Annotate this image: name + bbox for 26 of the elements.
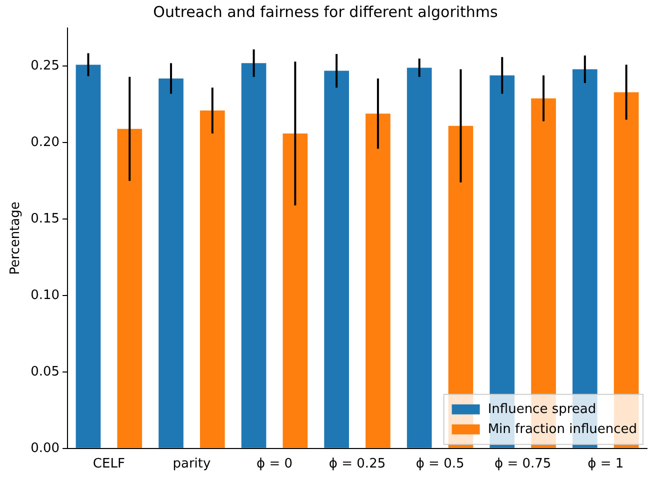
bar bbox=[241, 63, 266, 448]
x-tick-label: ϕ = 0.25 bbox=[328, 456, 386, 472]
x-tick-label: parity bbox=[172, 456, 211, 472]
bar bbox=[158, 78, 184, 448]
y-tick-label: 0.05 bbox=[30, 364, 60, 380]
y-tick-label: 0.10 bbox=[30, 288, 60, 303]
bar bbox=[324, 70, 349, 448]
bar bbox=[282, 133, 308, 448]
legend-label: Influence spread bbox=[488, 402, 596, 417]
y-tick-label: 0.00 bbox=[30, 440, 60, 456]
y-axis-title: Percentage bbox=[8, 202, 24, 275]
y-tick-label: 0.25 bbox=[30, 58, 60, 74]
bar bbox=[76, 64, 101, 448]
x-tick-label: ϕ = 0.5 bbox=[416, 456, 464, 472]
x-tick-label: CELF bbox=[92, 456, 125, 472]
legend-label: Min fraction influenced bbox=[488, 422, 638, 437]
x-tick-label: ϕ = 0.75 bbox=[494, 456, 552, 472]
chart-title: Outreach and fairness for different algorithms bbox=[153, 2, 498, 21]
y-tick-label: 0.15 bbox=[30, 211, 60, 226]
bar bbox=[117, 128, 142, 448]
y-tick-label: 0.20 bbox=[30, 135, 60, 150]
bar bbox=[200, 110, 225, 448]
x-tick-label: ϕ = 1 bbox=[588, 456, 624, 472]
bar bbox=[406, 68, 432, 448]
bar bbox=[366, 114, 390, 448]
x-tick-label: ϕ = 0 bbox=[256, 456, 292, 472]
